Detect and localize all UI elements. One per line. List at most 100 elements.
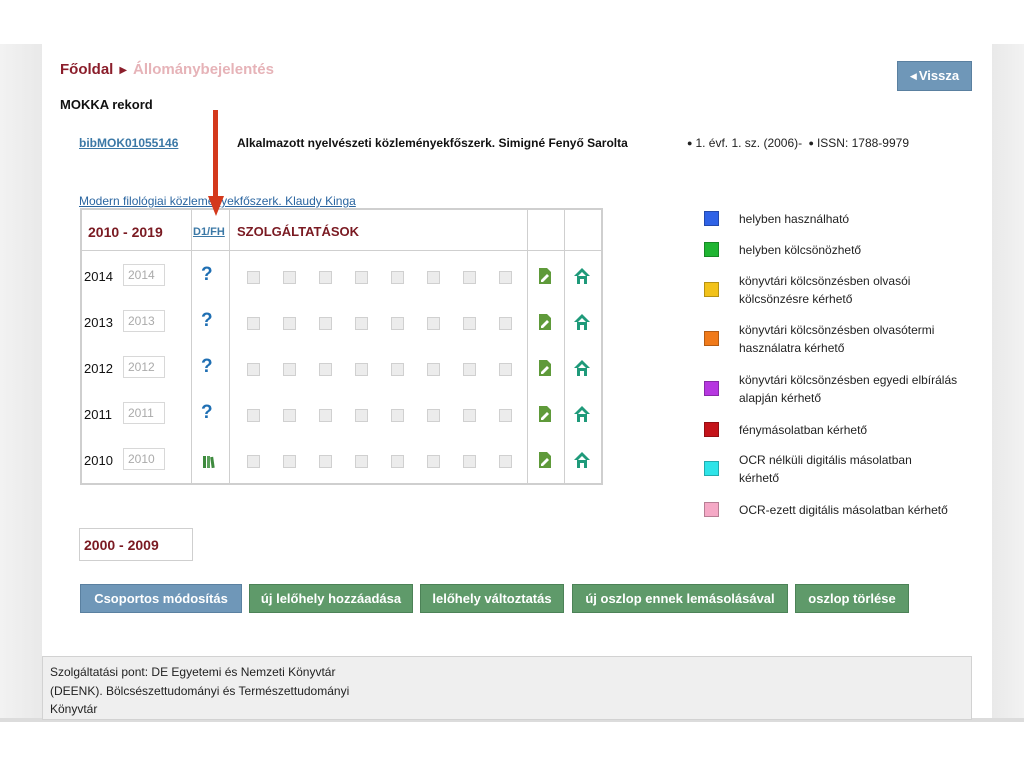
grid-hline xyxy=(82,250,601,251)
table-row: 2012 2012 ? xyxy=(82,348,601,394)
books-icon[interactable] xyxy=(202,455,216,474)
year-input[interactable]: 2010 xyxy=(123,448,165,470)
service-checkbox[interactable] xyxy=(319,271,332,284)
service-checkbox[interactable] xyxy=(391,271,404,284)
section-title: MOKKA rekord xyxy=(60,97,153,112)
question-icon[interactable]: ? xyxy=(201,310,213,331)
record-title: Alkalmazott nyelvészeti közleményekfősze… xyxy=(237,136,628,150)
home-icon[interactable] xyxy=(573,313,591,336)
year-input[interactable]: 2013 xyxy=(123,310,165,332)
home-icon[interactable] xyxy=(573,267,591,290)
row-year: 2010 xyxy=(84,453,113,468)
service-checkbox[interactable] xyxy=(283,455,296,468)
home-icon[interactable] xyxy=(573,451,591,474)
record-id-link[interactable]: bibMOK01055146 xyxy=(79,136,179,150)
service-checkbox[interactable] xyxy=(463,317,476,330)
edit-icon[interactable] xyxy=(537,451,553,474)
change-location-button[interactable]: lelőhely változtatás xyxy=(420,584,564,613)
record-meta: ● 1. évf. 1. sz. (2006)- ● ISSN: 1788-9979 xyxy=(684,136,909,150)
group-edit-button[interactable]: Csoportos módosítás xyxy=(80,584,242,613)
service-checkbox[interactable] xyxy=(355,409,368,422)
delete-column-button[interactable]: oszlop törlése xyxy=(795,584,909,613)
service-checkbox[interactable] xyxy=(247,409,260,422)
table-row: 2013 2013 ? xyxy=(82,302,601,348)
right-shadow xyxy=(992,44,1024,720)
service-checkbox[interactable] xyxy=(247,271,260,284)
service-checkbox[interactable] xyxy=(499,363,512,376)
service-checkbox[interactable] xyxy=(499,317,512,330)
service-checkbox[interactable] xyxy=(319,317,332,330)
service-checkbox[interactable] xyxy=(247,317,260,330)
record-volume: 1. évf. 1. sz. (2006)- xyxy=(695,136,803,150)
service-checkbox[interactable] xyxy=(391,409,404,422)
service-checkbox[interactable] xyxy=(391,363,404,376)
year-input[interactable]: 2012 xyxy=(123,356,165,378)
footer: Szolgáltatási pont: DE Egyetemi és Nemze… xyxy=(42,656,972,720)
breadcrumb-home[interactable]: Főoldal xyxy=(60,61,114,78)
legend-swatch xyxy=(704,242,719,257)
legend-label: fénymásolatban kérhető xyxy=(739,423,868,437)
home-icon[interactable] xyxy=(573,405,591,428)
service-checkbox[interactable] xyxy=(283,317,296,330)
service-checkbox[interactable] xyxy=(427,363,440,376)
question-icon[interactable]: ? xyxy=(201,264,213,285)
edit-icon[interactable] xyxy=(537,267,553,290)
service-checkbox[interactable] xyxy=(247,363,260,376)
edit-icon[interactable] xyxy=(537,313,553,336)
year-input[interactable]: 2014 xyxy=(123,264,165,286)
services-header: SZOLGÁLTATÁSOK xyxy=(237,224,360,239)
back-button[interactable]: ◀ Vissza xyxy=(897,61,972,91)
service-checkbox[interactable] xyxy=(463,363,476,376)
service-checkbox[interactable] xyxy=(427,409,440,422)
year-input[interactable]: 2011 xyxy=(123,402,165,424)
table-row: 2011 2011 ? xyxy=(82,394,601,440)
service-checkbox[interactable] xyxy=(319,363,332,376)
service-checkbox[interactable] xyxy=(463,455,476,468)
service-checkbox[interactable] xyxy=(355,271,368,284)
table-row: 2010 2010 xyxy=(82,440,601,486)
service-checkbox[interactable] xyxy=(499,409,512,422)
breadcrumb: Főoldal ▶ Állománybejelentés xyxy=(60,61,274,78)
copy-column-button[interactable]: új oszlop ennek lemásolásával xyxy=(572,584,788,613)
home-icon[interactable] xyxy=(573,359,591,382)
add-location-button[interactable]: új lelőhely hozzáadása xyxy=(249,584,413,613)
service-checkbox[interactable] xyxy=(283,363,296,376)
row-year: 2011 xyxy=(84,407,112,422)
service-checkbox[interactable] xyxy=(391,455,404,468)
annotation-arrow-icon xyxy=(208,110,224,221)
service-checkbox[interactable] xyxy=(499,455,512,468)
service-checkbox[interactable] xyxy=(355,455,368,468)
breadcrumb-separator-icon: ▶ xyxy=(119,65,128,76)
service-checkbox[interactable] xyxy=(355,363,368,376)
d1fh-header-link[interactable]: D1/FH xyxy=(193,226,225,238)
service-checkbox[interactable] xyxy=(463,271,476,284)
grid-vline xyxy=(229,210,230,483)
row-year: 2013 xyxy=(84,315,113,330)
service-point-text: Szolgáltatási pont: DE Egyetemi és Nemze… xyxy=(50,665,350,716)
service-checkbox[interactable] xyxy=(319,455,332,468)
service-checkbox[interactable] xyxy=(319,409,332,422)
legend-label: helyben használható xyxy=(739,212,850,226)
bottom-divider xyxy=(0,718,1024,722)
service-checkbox[interactable] xyxy=(247,455,260,468)
service-checkbox[interactable] xyxy=(463,409,476,422)
service-checkbox[interactable] xyxy=(283,271,296,284)
question-icon[interactable]: ? xyxy=(201,356,213,377)
edit-icon[interactable] xyxy=(537,405,553,428)
edit-icon[interactable] xyxy=(537,359,553,382)
back-button-label: Vissza xyxy=(918,68,960,83)
service-checkbox[interactable] xyxy=(499,271,512,284)
question-icon[interactable]: ? xyxy=(201,402,213,423)
service-checkbox[interactable] xyxy=(427,455,440,468)
range-2000-2009[interactable]: 2000 - 2009 xyxy=(79,528,193,561)
legend-swatch xyxy=(704,502,719,517)
grid-vline xyxy=(527,210,528,483)
range-label[interactable]: 2010 - 2019 xyxy=(88,224,163,240)
service-checkbox[interactable] xyxy=(427,317,440,330)
service-checkbox[interactable] xyxy=(355,317,368,330)
bullet-icon: ● xyxy=(808,138,814,148)
service-checkbox[interactable] xyxy=(427,271,440,284)
service-checkbox[interactable] xyxy=(283,409,296,422)
service-checkbox[interactable] xyxy=(391,317,404,330)
holdings-grid: 2010 - 2019 D1/FH SZOLGÁLTATÁSOK 2014 20… xyxy=(80,208,603,485)
